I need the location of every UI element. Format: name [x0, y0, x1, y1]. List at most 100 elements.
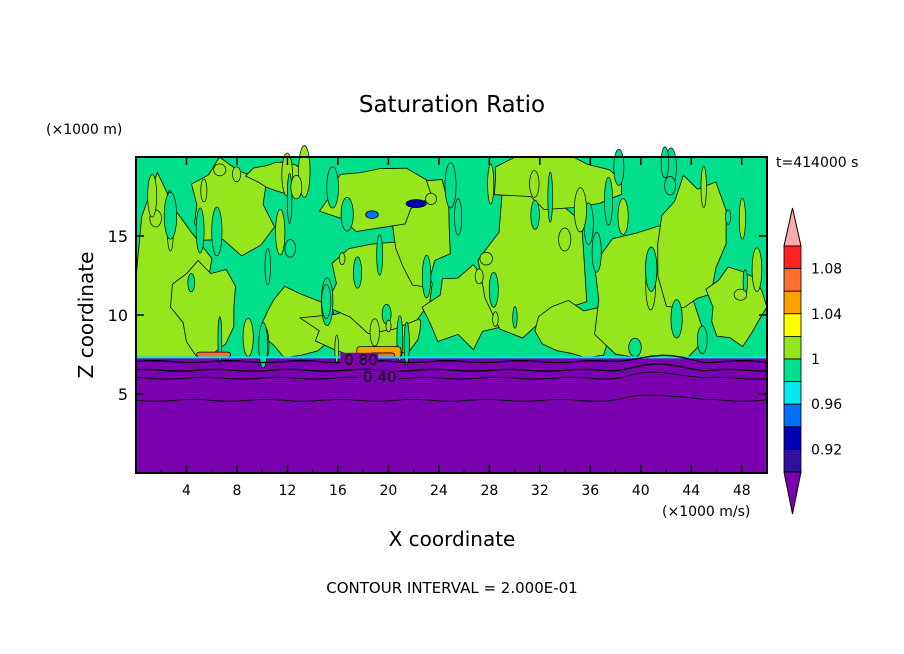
contour-cell — [696, 325, 708, 354]
contour-cell — [492, 311, 499, 327]
contour-cell — [488, 272, 499, 308]
contour-interval-footer: CONTOUR INTERVAL = 2.000E-01 — [326, 579, 577, 597]
contour-cell — [444, 162, 457, 209]
contour-cell — [321, 284, 332, 319]
dry-layer — [136, 357, 767, 473]
contour-cell — [558, 227, 572, 252]
colorbar-segment — [783, 381, 802, 405]
x-tick-label: 48 — [733, 483, 751, 499]
contour-cell — [353, 256, 362, 289]
y-unit-label: (×1000 m) — [46, 122, 122, 138]
colorbar-segment — [783, 448, 802, 473]
contour-cell — [738, 197, 746, 240]
colorbar-tick-label: 1 — [811, 352, 820, 368]
contour-label: 0.80 — [344, 351, 377, 369]
contour-cell — [617, 198, 629, 235]
contour-cell — [628, 337, 642, 358]
x-tick-label: 4 — [182, 483, 191, 499]
contour-cell — [286, 173, 293, 224]
x-tick-label: 20 — [379, 483, 397, 499]
colorbar-tick-label: 0.96 — [811, 397, 842, 413]
dry-pocket — [405, 199, 427, 208]
contour-cell — [369, 318, 380, 347]
contour-cell — [213, 163, 227, 177]
contour-cell — [217, 316, 223, 364]
contour-cell — [376, 234, 383, 276]
contour-cell — [530, 199, 540, 230]
contour-cell — [512, 306, 518, 329]
x-tick-label: 28 — [480, 483, 498, 499]
contour-cell — [163, 192, 178, 240]
moist-patch — [657, 174, 727, 308]
colorbar-segment — [783, 426, 802, 450]
colorbar-tick-label: 1.04 — [811, 307, 842, 323]
contour-cell — [474, 268, 484, 285]
inversion-band — [136, 356, 767, 359]
contour-cell — [454, 198, 463, 236]
contour-cell — [591, 231, 602, 273]
contour-cell — [258, 322, 269, 369]
colorbar-segment — [783, 358, 802, 383]
contour-cell — [242, 317, 254, 357]
contour-cell — [195, 207, 205, 254]
contour-label-bg — [359, 370, 398, 386]
contour-cell — [211, 206, 223, 257]
contour-cell — [421, 254, 432, 299]
x-unit-label: (×1000 m/s) — [662, 504, 750, 520]
contour-cell — [425, 192, 437, 205]
y-axis-label: Z coordinate — [74, 252, 98, 379]
x-tick-label: 8 — [232, 483, 241, 499]
x-tick-label: 32 — [531, 483, 549, 499]
contour-cell — [573, 187, 587, 233]
contour-line — [135, 354, 768, 364]
contour-cell — [700, 166, 707, 209]
contour-label-bg — [340, 352, 379, 368]
contour-cell — [326, 166, 339, 209]
contour-cell — [613, 148, 625, 186]
contour-cell — [479, 251, 493, 266]
colorbar-tick-label: 1.08 — [811, 262, 842, 278]
contour-cell — [338, 252, 346, 265]
contour-cell — [334, 334, 340, 364]
contour-cell — [725, 209, 732, 225]
dry-pocket — [365, 210, 379, 220]
x-tick-label: 40 — [632, 483, 650, 499]
chart-title: Saturation Ratio — [359, 92, 545, 118]
colorbar-segment — [783, 335, 802, 360]
contour-cell — [645, 246, 658, 292]
contour-cell — [733, 288, 748, 301]
contour-cell — [385, 319, 392, 333]
moist-patch — [705, 266, 768, 348]
x-axis-label: X coordinate — [389, 527, 516, 551]
contour-lines: 0.800.40 — [135, 351, 768, 402]
x-tick-label: 16 — [329, 483, 347, 499]
contour-line — [135, 363, 768, 372]
y-tick-label: 15 — [108, 227, 128, 246]
contour-cell — [200, 178, 208, 203]
moist-patch — [534, 299, 613, 359]
colorbar-segment — [783, 245, 802, 270]
contour-cell — [275, 209, 286, 256]
colorbar-segment — [783, 313, 802, 337]
contour-cell — [284, 239, 296, 258]
x-tick-label: 24 — [430, 483, 448, 499]
x-tick-label: 12 — [279, 483, 297, 499]
contour-cell — [487, 163, 495, 205]
contour-cell — [547, 171, 553, 223]
contour-label: 0.40 — [363, 368, 396, 386]
contour-cell — [147, 174, 158, 218]
x-tick-label: 44 — [682, 483, 700, 499]
colorbar: 0.92 0.96 1 1.04 1.08 — [783, 207, 842, 515]
colorbar-segment — [783, 290, 802, 315]
colorbar-segment — [783, 403, 802, 428]
contour-cell — [751, 247, 763, 292]
contour-cell — [290, 175, 303, 200]
contour-cell — [264, 248, 271, 286]
y-tick-label: 10 — [108, 306, 128, 325]
contour-cell — [664, 175, 676, 196]
contour-cell — [187, 273, 196, 293]
time-label: t=414000 s — [776, 155, 858, 171]
colorbar-min-arrow — [783, 471, 802, 515]
